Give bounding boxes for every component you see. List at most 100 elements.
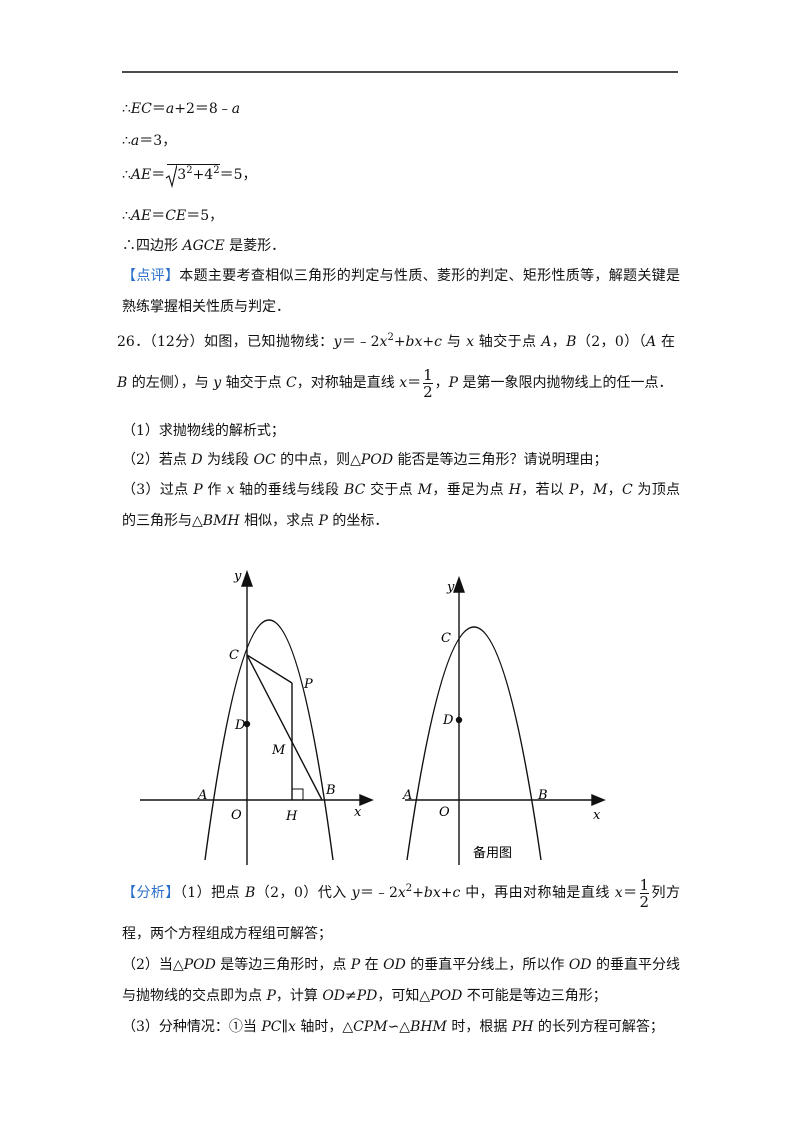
point-label: x: [354, 805, 362, 820]
point-label: B: [537, 788, 548, 803]
text-run: AE: [130, 208, 152, 224]
point-label: O: [231, 808, 242, 823]
text-run: 相似，求点: [239, 513, 319, 529]
text-run: x: [287, 1019, 296, 1035]
point-label: H: [285, 809, 298, 824]
problem-stem: 26．（12分）如图，已知抛物线：y＝﹣2x2+bx+c 与 x 轴交于点 A，…: [117, 322, 675, 404]
text-run: ，若以: [520, 482, 569, 498]
denominator: 2: [639, 892, 650, 911]
text-run: （2）若点: [122, 452, 192, 468]
text-run: y: [333, 334, 342, 350]
text-run: BHM: [410, 1019, 447, 1035]
solution-line: ∴四边形 AGCE 是菱形．: [122, 231, 680, 262]
text-run: ∴: [122, 167, 131, 183]
text-run: x: [397, 885, 406, 901]
text-run: 26．（12分）如图，已知抛物线：: [117, 334, 334, 350]
text-run: ，可知△: [377, 988, 431, 1004]
text-run: 【点评】: [122, 268, 180, 284]
figure-caption: 备用图: [473, 845, 512, 861]
text-run: x: [614, 885, 623, 901]
text-run: CE: [165, 208, 187, 224]
figure-1: [140, 569, 374, 865]
text-run: C: [621, 482, 633, 498]
text-run: （3）分种情况：①当: [122, 1019, 262, 1035]
text-run: +: [393, 334, 406, 350]
text-run: a: [231, 101, 241, 117]
text-run: +: [192, 167, 205, 183]
text-run: ＝﹣2: [341, 334, 380, 350]
text-run: B: [566, 334, 577, 350]
text-run: ≠: [345, 988, 357, 1004]
text-run: P: [193, 482, 203, 498]
point-label: C: [229, 648, 239, 663]
text-run: 为顶点的三角形与△: [122, 482, 681, 529]
text-run: ，垂足为点: [432, 482, 509, 498]
text-run: +: [412, 885, 424, 901]
text-run: y: [213, 375, 222, 391]
text-run: bx: [405, 334, 423, 350]
text-run: PD: [356, 988, 378, 1004]
text-run: 列方程，两个方程组成方程组可解答；: [122, 885, 681, 942]
text-run: 3: [177, 167, 187, 183]
text-run: ，: [434, 375, 449, 391]
point-label: B: [325, 783, 336, 798]
text-run: BMH: [202, 513, 240, 529]
superscript: 2: [213, 165, 220, 176]
text-run: ＝5，: [219, 167, 257, 183]
text-run: A: [541, 334, 552, 350]
text-run: POD: [183, 957, 216, 973]
text-run: AGCE: [182, 238, 225, 254]
solution-line: ∴a＝3，: [122, 126, 680, 157]
text-run: 的左侧），与: [127, 375, 214, 391]
text-run: 【分析】: [122, 885, 180, 901]
text-run: ＝: [622, 885, 638, 901]
text-run: 的垂直平分线上，所以作: [405, 957, 569, 973]
text-run: x: [379, 334, 388, 350]
text-run: 作: [202, 482, 227, 498]
point-label: O: [439, 805, 450, 820]
text-run: ＝: [407, 375, 422, 391]
text-run: OD: [322, 988, 346, 1004]
comment: 【点评】本题主要考查相似三角形的判定与性质、菱形的判定、矩形性质等，解题关键是熟…: [122, 261, 680, 323]
text-run: +2＝8﹣: [174, 101, 232, 117]
numerator: 1: [639, 875, 650, 894]
text-run: （1）求抛物线的解析式；: [122, 423, 285, 439]
text-run: 轴交于点: [473, 334, 542, 350]
text-run: ，计算: [275, 988, 323, 1004]
text-run: ＝3，: [139, 133, 177, 149]
text-run: a: [130, 133, 140, 149]
text-run: 时，根据: [446, 1019, 512, 1035]
figure-2: [405, 575, 606, 865]
text-run: 的中点，则△: [275, 452, 361, 468]
text-run: P: [350, 957, 361, 973]
analysis: （3）分种情况：①当 PC∥x 轴时，△CPM∽△BHM 时，根据 PH 的长列…: [122, 1012, 680, 1043]
text-run: ＝5，: [186, 208, 224, 224]
text-run: 轴的垂线与线段: [234, 482, 345, 498]
text-run: ∴: [122, 101, 131, 117]
text-run: ＝﹣2: [359, 885, 398, 901]
question: （1）求抛物线的解析式；: [122, 416, 680, 447]
text-run: 为线段: [202, 452, 254, 468]
point-label: D: [442, 713, 454, 728]
denominator: 2: [423, 382, 433, 401]
text-run: PH: [511, 1019, 534, 1035]
text-run: ，对称轴是直线: [296, 375, 400, 391]
text-run: 本题主要考查相似三角形的判定与性质、菱形的判定、矩形性质等，解题关键是熟练掌握相…: [122, 268, 681, 315]
text-run: AE: [130, 167, 152, 183]
text-run: 轴时，△: [295, 1019, 354, 1035]
text-run: POD: [430, 988, 463, 1004]
solution-line: ∴AE＝ 32+42＝5，: [122, 160, 680, 191]
text-run: 在: [656, 334, 675, 350]
text-run: 交于点: [365, 482, 418, 498]
text-run: POD: [360, 452, 394, 468]
text-run: 是菱形．: [224, 238, 286, 254]
text-run: 的垂直平分线与抛物线的交点即为点: [122, 957, 680, 1004]
text-run: BC: [344, 482, 366, 498]
text-run: 中，再由对称轴是直线: [460, 885, 615, 901]
text-run: （2，0）代入: [255, 885, 352, 901]
text-run: P: [448, 375, 459, 391]
text-run: B: [117, 375, 128, 391]
text-run: ，: [607, 482, 622, 498]
